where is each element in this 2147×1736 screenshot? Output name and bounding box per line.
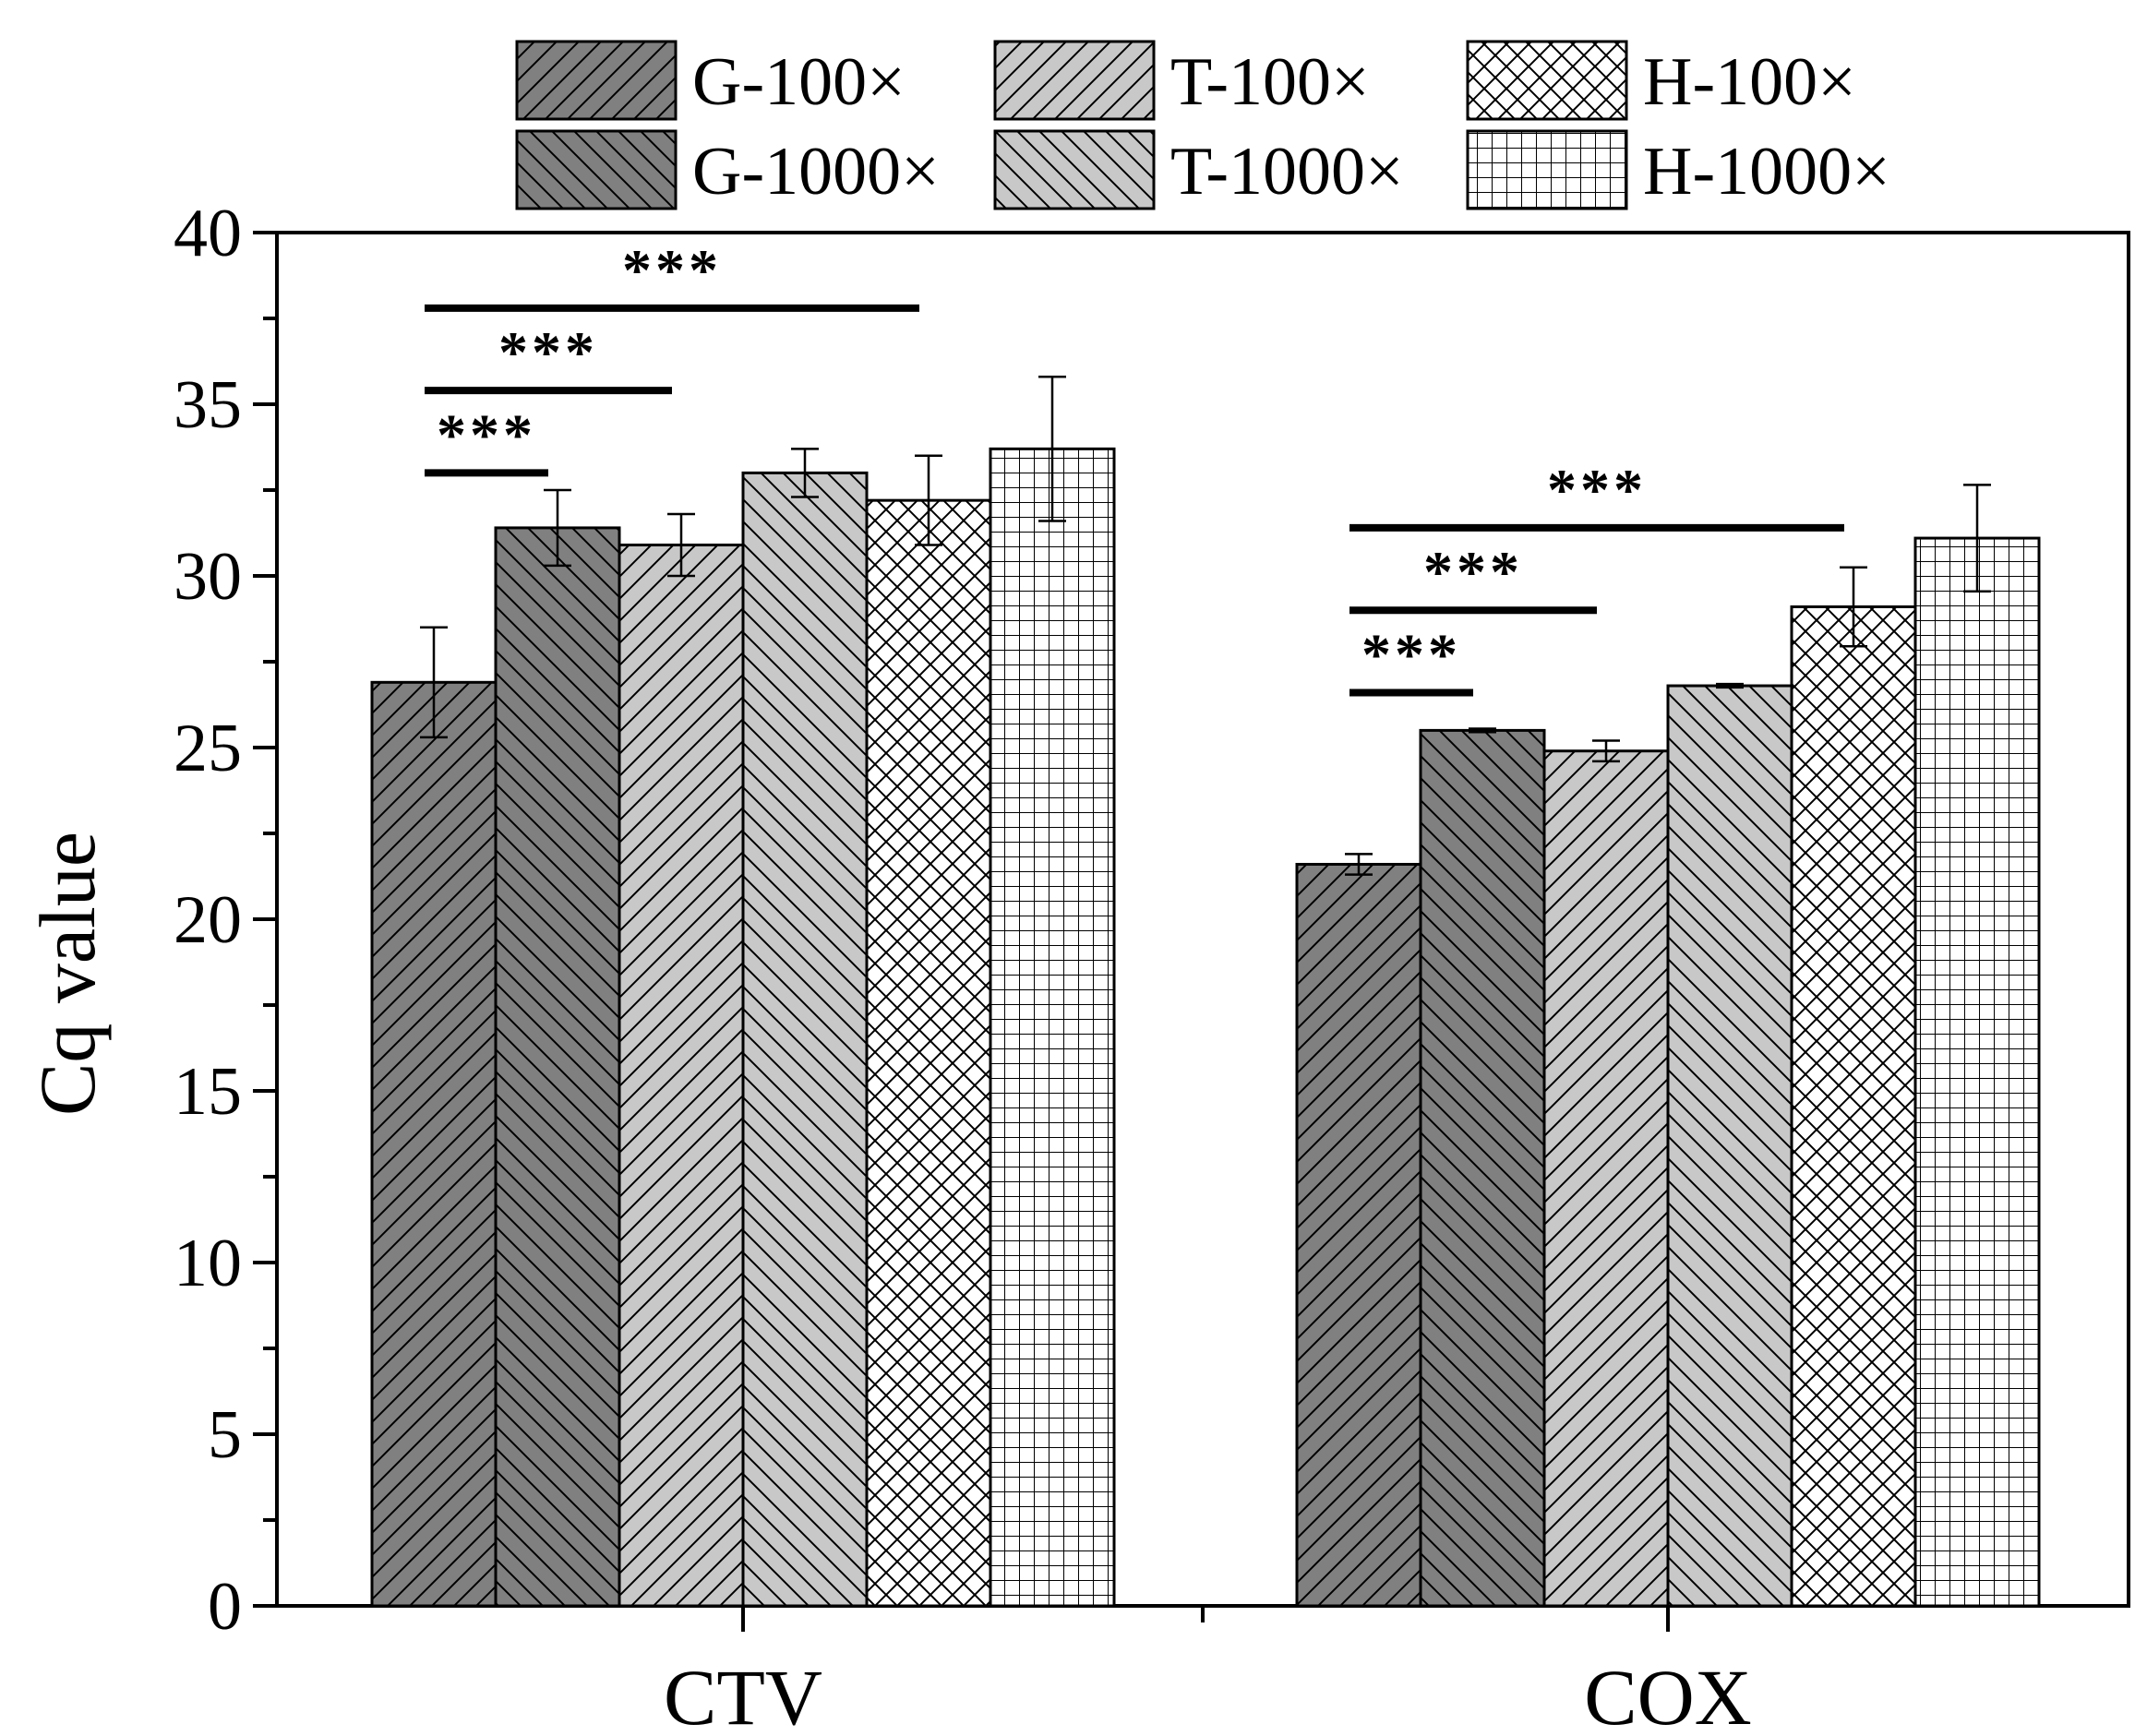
- error-bar: [1038, 375, 1066, 522]
- significance-bracket: ***: [1349, 621, 1473, 697]
- legend-swatch: [993, 40, 1156, 121]
- error-bars: [420, 375, 1991, 876]
- y-axis: 0 5 10 15 20 25 30 35 40: [174, 196, 277, 1645]
- error-bar: [544, 488, 571, 568]
- bar: [618, 544, 745, 1608]
- bar: [989, 447, 1116, 1608]
- bar: [1295, 862, 1422, 1608]
- bar-h1000: [1913, 536, 2041, 1608]
- x-category-label: COX: [1584, 1653, 1752, 1736]
- significance-bracket: ***: [425, 401, 548, 477]
- significance-label: ***: [622, 237, 722, 303]
- bar: [1542, 749, 1670, 1608]
- y-tick-label: 30: [174, 539, 242, 615]
- bar-t1000: [741, 471, 869, 1608]
- significance-bracket: ***: [425, 319, 672, 395]
- bar-h100: [865, 498, 992, 1608]
- y-tick-label: 40: [174, 196, 242, 271]
- bar-g1000: [1419, 728, 1546, 1608]
- legend-swatch: [515, 40, 678, 121]
- significance-label: ***: [1547, 457, 1647, 522]
- bar: [1913, 536, 2041, 1608]
- legend-item-g100: G-100×: [515, 40, 906, 121]
- legend-item-g1000: G-1000×: [515, 129, 940, 210]
- bar: [494, 526, 621, 1608]
- legend-swatch: [515, 129, 678, 210]
- legend-item-t1000: T-1000×: [993, 129, 1404, 210]
- legend-label: G-100×: [692, 44, 906, 120]
- legend-label: T-1000×: [1170, 134, 1404, 210]
- legend-swatch: [993, 129, 1156, 210]
- bar: [741, 471, 869, 1608]
- legend-item-t100: T-100×: [993, 40, 1370, 121]
- significance-label: ***: [1423, 539, 1523, 605]
- bar: [865, 498, 992, 1608]
- y-tick-label: 5: [208, 1397, 242, 1473]
- error-bar: [1345, 853, 1373, 876]
- bar-h1000: [989, 447, 1116, 1608]
- legend: G-100× G-1000× T-100× T-1000× H-100× H-1000×: [515, 40, 1890, 210]
- y-tick-label: 35: [174, 367, 242, 443]
- error-bar: [915, 454, 942, 546]
- y-tick-label: 20: [174, 882, 242, 958]
- legend-label: T-100×: [1170, 44, 1370, 120]
- error-bar: [1716, 682, 1744, 689]
- error-bar: [667, 512, 695, 578]
- legend-label: G-1000×: [692, 134, 940, 210]
- error-bar: [1469, 727, 1496, 734]
- bar-g100: [1295, 862, 1422, 1608]
- error-bar: [1840, 566, 1867, 648]
- bars: [370, 447, 2041, 1608]
- significance-label: ***: [498, 319, 598, 385]
- error-bar: [1592, 739, 1620, 763]
- bar-t100: [618, 544, 745, 1608]
- x-category-label: CTV: [664, 1653, 822, 1736]
- y-tick-label: 0: [208, 1569, 242, 1645]
- legend-item-h1000: H-1000×: [1466, 129, 1890, 210]
- error-bar: [1963, 484, 1991, 593]
- legend-swatch: [1466, 129, 1628, 210]
- legend-label: H-1000×: [1643, 134, 1890, 210]
- bar-g100: [370, 680, 498, 1608]
- bar: [1666, 684, 1793, 1608]
- x-axis: CTV COX: [664, 1606, 1752, 1736]
- significance-brackets: *** *** *** *** *** ***: [425, 237, 1844, 697]
- y-tick-label: 10: [174, 1226, 242, 1301]
- significance-bracket: ***: [1349, 539, 1597, 615]
- significance-bracket: ***: [425, 237, 919, 312]
- bar: [1419, 728, 1546, 1608]
- bar-t1000: [1666, 684, 1793, 1608]
- legend-item-h100: H-100×: [1466, 40, 1856, 121]
- bar-h100: [1790, 605, 1917, 1608]
- bar-t100: [1542, 749, 1670, 1608]
- significance-label: ***: [1361, 621, 1461, 687]
- error-bar: [420, 626, 448, 739]
- significance-label: ***: [437, 401, 536, 467]
- bar: [1790, 605, 1917, 1608]
- significance-bracket: ***: [1349, 457, 1844, 532]
- bar-g1000: [494, 526, 621, 1608]
- error-bar: [791, 448, 819, 498]
- y-tick-label: 15: [174, 1054, 242, 1130]
- legend-swatch: [1466, 40, 1628, 121]
- y-tick-label: 25: [174, 711, 242, 786]
- y-axis-label: Cq value: [23, 832, 112, 1116]
- legend-label: H-100×: [1643, 44, 1856, 120]
- bar: [370, 680, 498, 1608]
